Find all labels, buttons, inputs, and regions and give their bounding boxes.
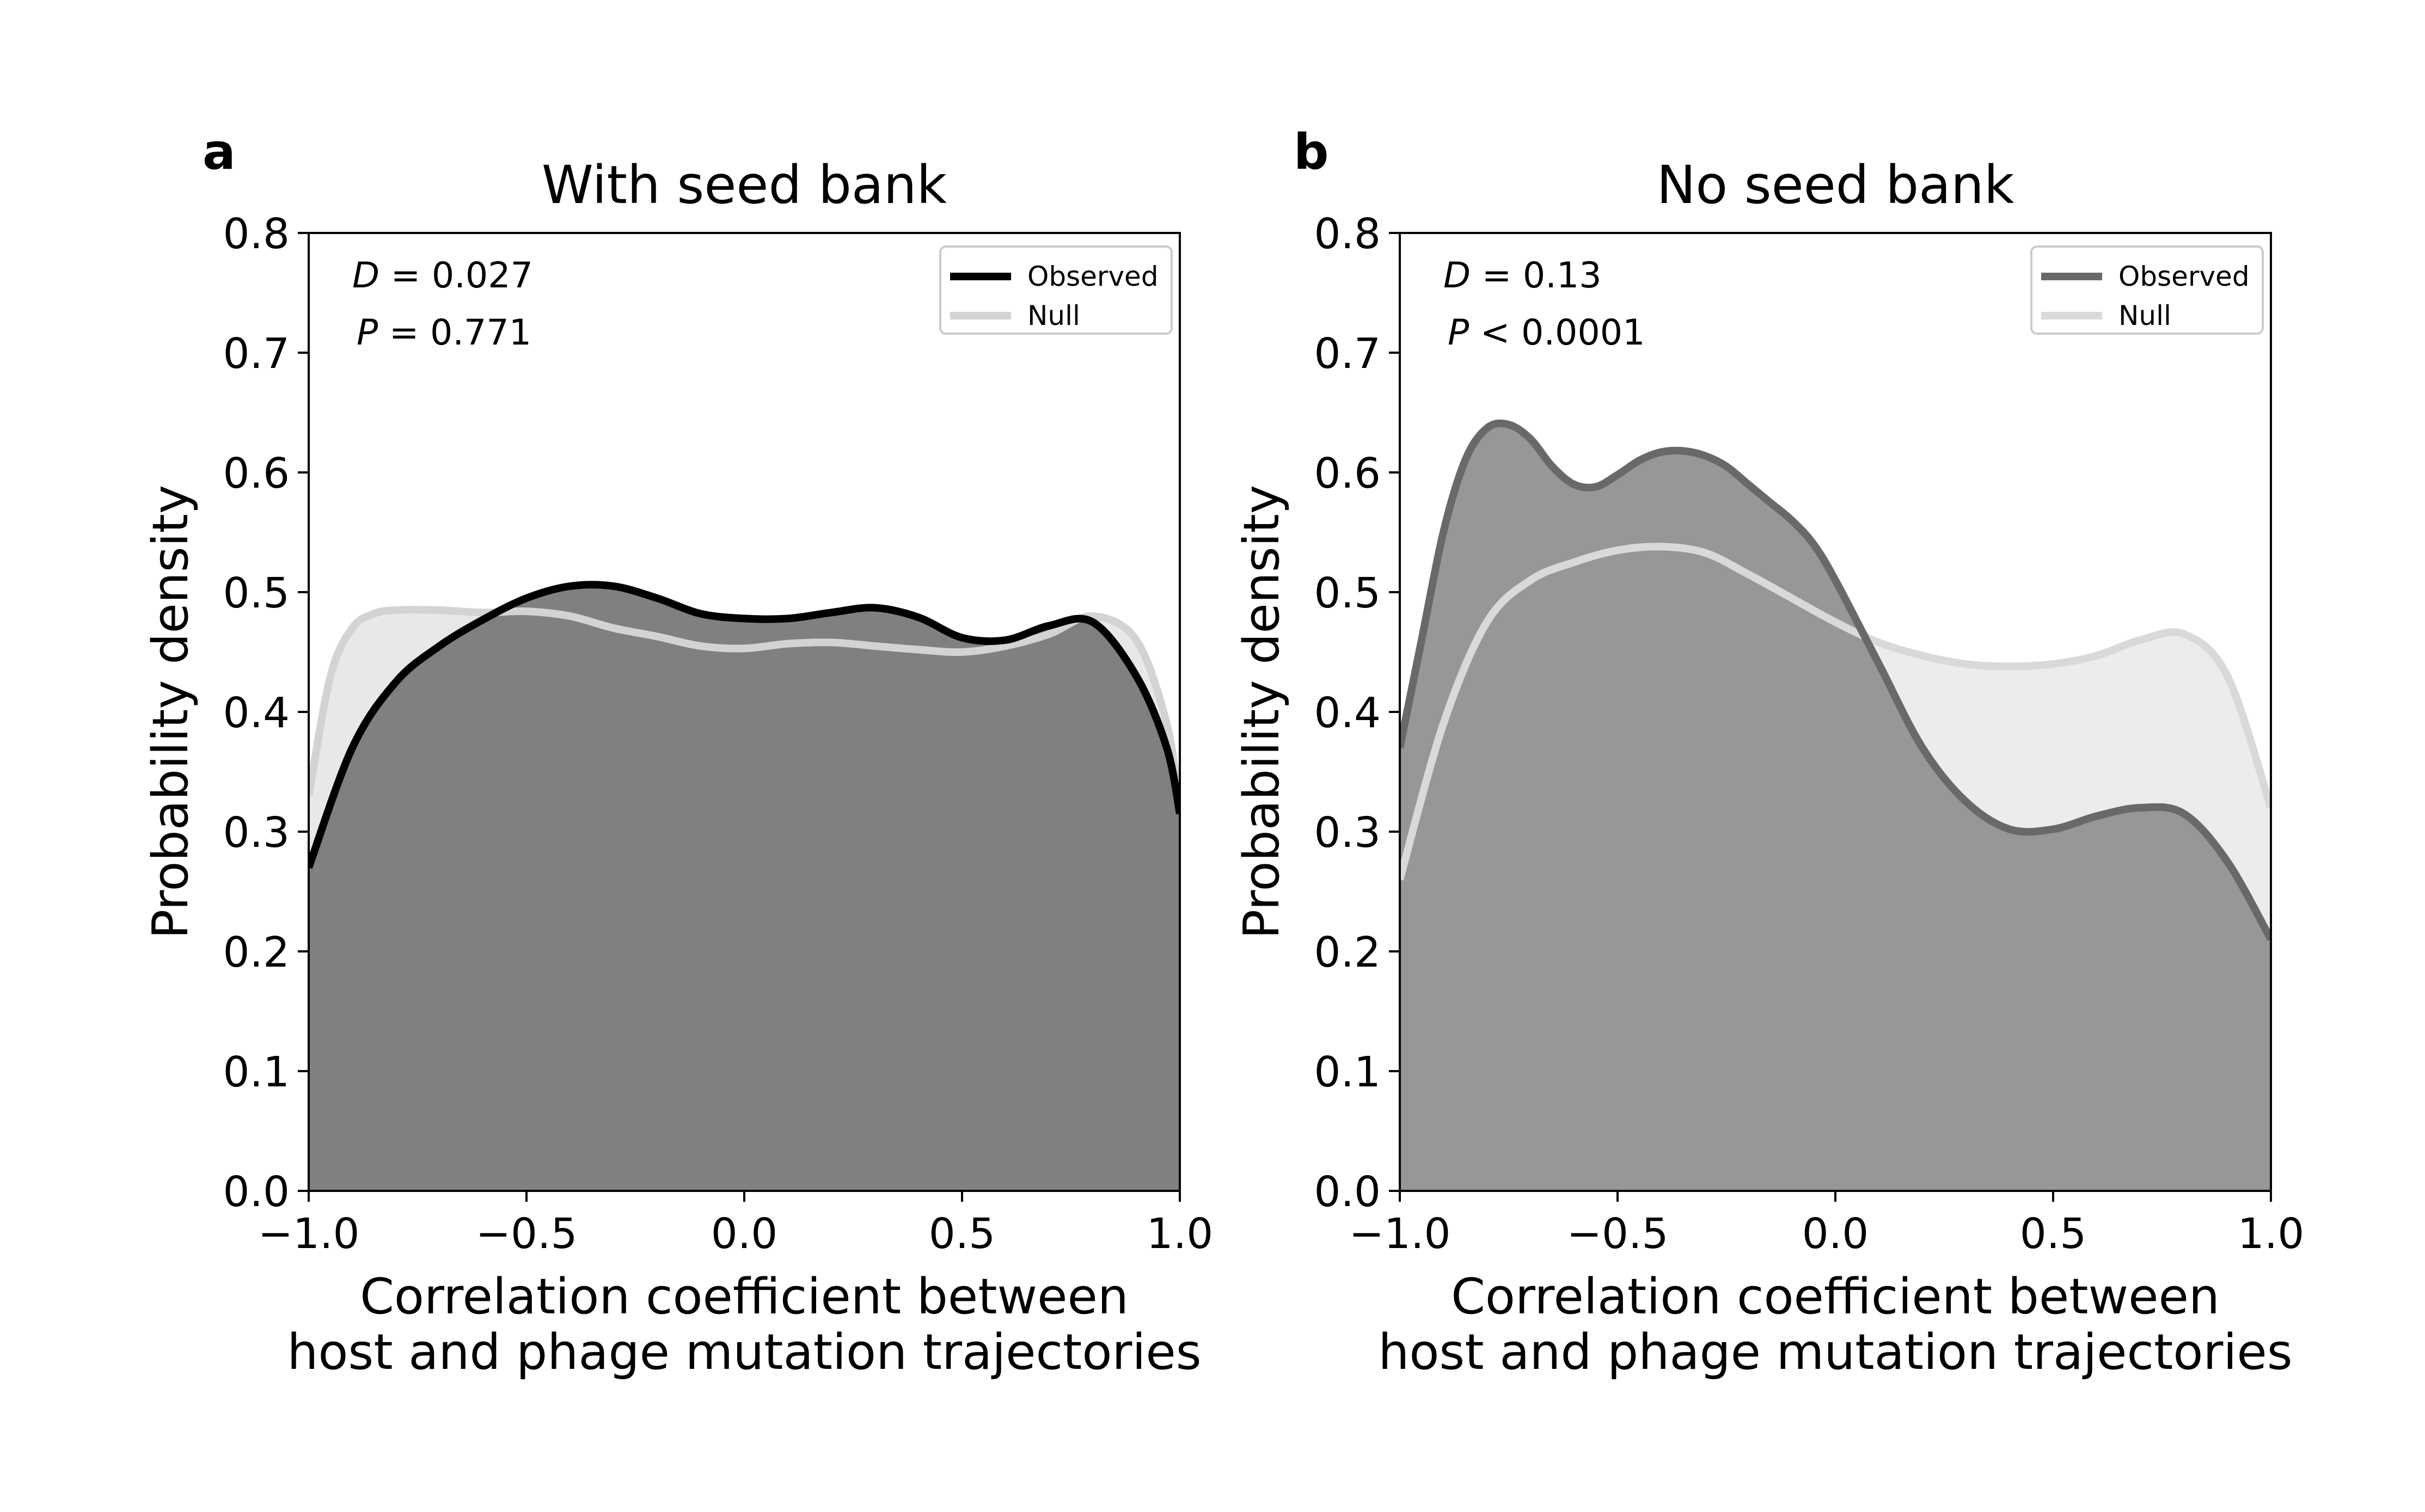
stat-d-value: = 0.027 (379, 255, 533, 296)
y-tick-label: 0.7 (223, 330, 290, 378)
y-tick-label: 0.6 (1314, 450, 1381, 498)
series-line-observed (309, 581, 1180, 869)
y-tick-label: 0.5 (223, 569, 290, 618)
stat-p: P = 0.771 (357, 312, 531, 353)
panel-title: No seed bank (1657, 155, 2014, 216)
x-axis-title-line-1: Correlation coefficient between (360, 1268, 1129, 1325)
y-tick-label: 0.8 (223, 210, 290, 259)
legend-label-observed: Observed (2118, 261, 2250, 292)
y-axis-title: Probability density (1233, 485, 1290, 939)
area-fill-observed (1400, 423, 2271, 1191)
stat-p-value: = 0.771 (378, 312, 531, 353)
stat-d-symbol: D (1443, 255, 1471, 296)
y-tick-label: 0.1 (223, 1048, 290, 1097)
y-tick-label: 0.7 (1314, 330, 1381, 378)
x-tick-label: 0.5 (929, 1210, 995, 1258)
x-tick-label: 0.0 (711, 1210, 777, 1258)
x-tick-label: −0.5 (1567, 1210, 1669, 1258)
area-fill-observed (309, 585, 1180, 1191)
stat-p: P < 0.0001 (1448, 312, 1645, 353)
y-tick-label: 0.1 (1314, 1048, 1381, 1097)
series-line-null (1400, 543, 2271, 881)
stat-p-symbol: P (357, 312, 378, 353)
series-line-observed (1400, 419, 2271, 942)
panel-letter: b (1294, 124, 1328, 181)
y-tick-label: 0.8 (1314, 210, 1381, 259)
legend: Observed Null (2030, 245, 2264, 335)
y-tick-label: 0.0 (1314, 1168, 1381, 1216)
y-tick-label: 0.4 (223, 689, 290, 737)
y-tick-label: 0.5 (1314, 569, 1381, 618)
y-tick-label: 0.3 (1314, 809, 1381, 857)
legend-label-observed: Observed (1027, 261, 1159, 292)
x-axis-title-line-1: Correlation coefficient between (1451, 1268, 2220, 1325)
x-tick-label: 0.5 (2020, 1210, 2086, 1258)
x-tick-label: −0.5 (476, 1210, 578, 1258)
legend-label-null: Null (2118, 300, 2171, 331)
stat-d-value: = 0.13 (1471, 255, 1602, 296)
x-tick-label: 1.0 (2238, 1210, 2304, 1258)
legend: Observed Null (939, 245, 1173, 335)
y-tick-label: 0.2 (1314, 929, 1381, 977)
stat-d: D = 0.13 (1443, 255, 1602, 296)
y-tick-label: 0.4 (1314, 689, 1381, 737)
x-axis-title-line-2: host and phage mutation trajectories (1378, 1324, 2292, 1381)
x-axis-title-line-2: host and phage mutation trajectories (287, 1324, 1201, 1381)
stat-p-symbol: P (1448, 312, 1469, 353)
y-tick-label: 0.6 (223, 450, 290, 498)
x-tick-label: 0.0 (1802, 1210, 1869, 1258)
y-tick-label: 0.2 (223, 929, 290, 977)
y-tick-label: 0.3 (223, 809, 290, 857)
y-axis-title: Probability density (142, 485, 199, 939)
chart-panel-b: −1.0 −0.5 0.0 0.5 1.0 0.0 0.1 0.2 0.3 0.4 0.5 0.6 0.… (1233, 124, 2304, 1381)
x-tick-label: 1.0 (1147, 1210, 1213, 1258)
stat-d: D = 0.027 (352, 255, 533, 296)
y-tick-label: 0.0 (223, 1168, 290, 1216)
stat-p-value: < 0.0001 (1469, 312, 1645, 353)
panel-title: With seed bank (542, 155, 947, 216)
x-tick-label: −1.0 (258, 1210, 360, 1258)
x-tick-label: −1.0 (1349, 1210, 1451, 1258)
chart-panel-a: −1.0 −0.5 0.0 0.5 1.0 0.0 0.1 0.2 0.3 0.4 0.5 0.6 0.… (142, 124, 1213, 1381)
panel-letter: a (203, 124, 236, 181)
legend-label-null: Null (1027, 300, 1080, 331)
stat-d-symbol: D (352, 255, 379, 296)
